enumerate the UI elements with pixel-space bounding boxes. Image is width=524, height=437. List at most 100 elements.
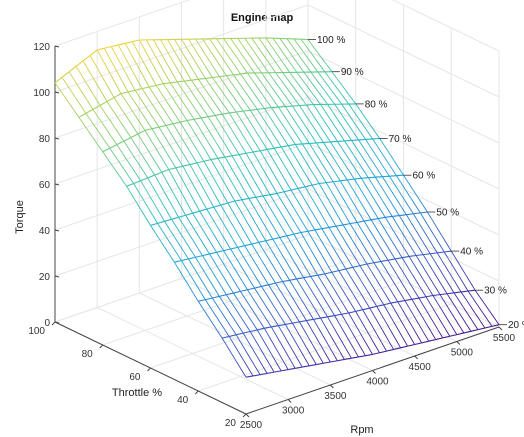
surface-rpm-line <box>217 106 223 115</box>
surface-rpm-line <box>439 294 446 303</box>
surface-rpm-line <box>137 106 143 115</box>
surface-rpm-line <box>229 192 236 202</box>
surface-throttle-line <box>257 327 265 331</box>
surface-rpm-line <box>126 186 132 195</box>
surface-rpm-line <box>254 287 260 296</box>
surface-rpm-line <box>206 179 212 189</box>
surface-rpm-line <box>368 228 375 237</box>
surface-rpm-line <box>458 299 464 308</box>
surface-rpm-line <box>435 312 441 321</box>
surface-rpm-line <box>346 132 352 141</box>
surface-throttle-line <box>201 116 209 119</box>
surface-rpm-line <box>137 133 144 142</box>
surface-rpm-line <box>405 190 412 199</box>
surface-rpm-line <box>386 160 393 169</box>
surface-rpm-line <box>157 47 164 57</box>
surface-throttle-line <box>425 294 434 298</box>
surface-rpm-line <box>249 44 255 53</box>
surface-rpm-line <box>365 211 372 221</box>
surface-rpm-line <box>236 137 242 146</box>
surface-rpm-line <box>309 221 316 231</box>
surface-rpm-line <box>206 208 212 218</box>
surface-rpm-line <box>455 258 462 267</box>
surface-rpm-line <box>322 97 329 105</box>
surface-rpm-line <box>205 78 211 86</box>
surface-rpm-line <box>188 38 194 48</box>
surface-throttle-line <box>245 151 254 154</box>
surface-rpm-line <box>214 314 220 322</box>
surface-rpm-line <box>178 47 185 56</box>
surface-rpm-line <box>432 321 439 331</box>
surface-throttle-line <box>219 75 227 78</box>
surface-rpm-line <box>88 130 94 139</box>
surface-rpm-line <box>339 111 345 119</box>
surface-rpm-line <box>195 38 201 47</box>
z-tick-label: 40 <box>39 226 51 237</box>
surface-rpm-line <box>166 210 172 220</box>
surface-rpm-line <box>427 287 434 296</box>
surface-throttle-line <box>149 84 157 88</box>
surface-rpm-line <box>369 307 375 317</box>
surface-rpm-line <box>337 216 344 226</box>
surface-rpm-line <box>236 361 242 370</box>
surface-throttle-line <box>344 139 352 142</box>
surface-rpm-line <box>212 77 218 85</box>
surface-rpm-line <box>403 248 410 257</box>
surface-rpm-line <box>206 46 213 54</box>
surface-rpm-line <box>279 237 285 246</box>
surface-rpm-line <box>75 66 82 75</box>
surface-rpm-line <box>316 193 323 202</box>
surface-rpm-line <box>273 344 280 354</box>
surface-rpm-line <box>223 38 229 46</box>
surface-rpm-line <box>181 112 188 121</box>
surface-rpm-line <box>358 186 365 196</box>
surface-rpm-line <box>444 328 451 337</box>
surface-rpm-line <box>242 332 249 342</box>
surface-rpm-line <box>465 298 471 307</box>
surface-rpm-line <box>284 85 291 93</box>
surface-rpm-line <box>144 104 150 113</box>
surface-rpm-line <box>127 62 133 72</box>
surface-rpm-line <box>247 72 253 81</box>
surface-rpm-line <box>346 349 352 359</box>
surface-rpm-line <box>258 295 265 304</box>
surface-rpm-line <box>169 254 175 263</box>
surface-rpm-line <box>441 285 448 294</box>
surface-throttle-line <box>292 105 300 107</box>
surface-rpm-line <box>197 79 204 87</box>
surface-rpm-line <box>223 60 230 68</box>
surface-throttle-line <box>421 340 429 344</box>
surface-rpm-line <box>303 112 310 121</box>
surface-rpm-line <box>430 278 436 288</box>
surface-throttle-line <box>192 210 200 214</box>
y-axis-label: Throttle % <box>112 387 162 399</box>
surface-throttle-line <box>196 160 205 164</box>
surface-rpm-line <box>282 114 289 123</box>
surface-rpm-line <box>61 77 68 85</box>
surface-throttle-line <box>163 82 171 85</box>
surface-rpm-line <box>222 166 228 176</box>
surface-rpm-line <box>307 39 314 47</box>
surface-rpm-line <box>291 85 298 93</box>
surface-rpm-line <box>99 105 106 113</box>
surface-rpm-line <box>300 259 307 269</box>
surface-rpm-line <box>193 145 200 154</box>
surface-rpm-line <box>293 207 299 216</box>
surface-rpm-line <box>187 174 193 184</box>
surface-rpm-line <box>224 130 230 140</box>
surface-rpm-line <box>415 280 422 290</box>
surface-rpm-line <box>366 237 372 247</box>
surface-throttle-line <box>358 355 366 358</box>
surface-rpm-line <box>348 312 354 322</box>
surface-rpm-line <box>336 118 343 127</box>
surface-rpm-line <box>241 199 248 209</box>
surface-rpm-line <box>176 252 182 261</box>
surface-rpm-line <box>351 163 357 172</box>
surface-rpm-line <box>402 309 408 319</box>
surface-rpm-line <box>230 275 237 284</box>
surface-rpm-line <box>240 145 247 154</box>
surface-rpm-line <box>415 205 421 214</box>
surface-rpm-line <box>446 318 453 328</box>
surface-rpm-line <box>230 301 237 310</box>
surface-throttle-line <box>444 250 452 253</box>
